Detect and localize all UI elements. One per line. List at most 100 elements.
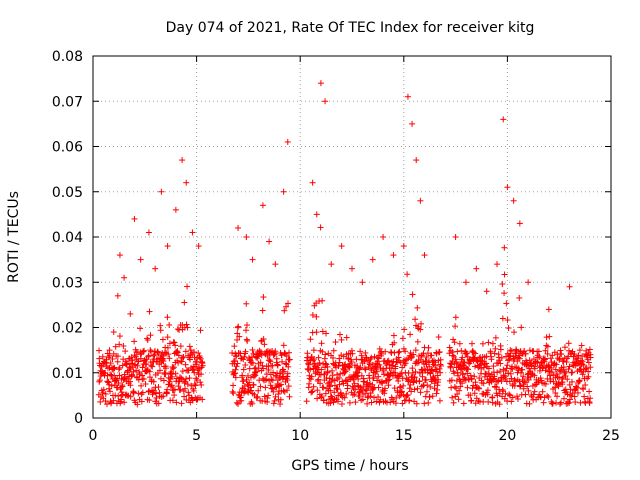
data-point <box>500 116 507 123</box>
data-point <box>501 271 508 278</box>
data-point <box>247 374 254 381</box>
data-point <box>315 354 322 361</box>
data-point <box>327 387 334 394</box>
data-point <box>106 388 113 395</box>
data-point <box>303 398 310 405</box>
data-point <box>436 348 443 355</box>
data-point <box>283 303 290 310</box>
data-point <box>286 393 293 400</box>
data-point <box>566 381 573 388</box>
data-point <box>179 354 186 361</box>
data-point <box>138 398 145 405</box>
data-point <box>512 353 519 360</box>
data-point <box>195 350 202 357</box>
data-point <box>368 399 375 406</box>
data-point <box>545 394 552 401</box>
data-point <box>146 368 153 375</box>
data-point <box>473 265 480 272</box>
data-point <box>280 374 287 381</box>
data-point <box>165 351 172 358</box>
data-point <box>314 395 321 402</box>
data-point <box>349 265 355 272</box>
data-point <box>396 393 403 400</box>
data-point <box>358 352 365 359</box>
data-point <box>549 352 556 359</box>
data-point <box>343 390 350 397</box>
data-point <box>199 396 206 403</box>
data-point <box>409 120 416 127</box>
data-point <box>371 394 378 401</box>
data-point <box>489 340 496 347</box>
x-tick-label: 5 <box>192 428 201 444</box>
data-points <box>95 80 594 408</box>
data-point <box>554 374 561 381</box>
y-tick-label: 0.04 <box>52 230 83 246</box>
data-point <box>370 385 377 392</box>
data-point <box>330 399 337 406</box>
data-point <box>179 157 186 164</box>
data-point <box>286 356 293 363</box>
data-point <box>191 381 198 388</box>
data-point <box>412 316 419 323</box>
data-point <box>451 383 458 390</box>
data-point <box>116 252 123 259</box>
data-point <box>155 384 162 391</box>
data-point <box>140 375 147 382</box>
data-point <box>454 348 461 355</box>
data-point <box>480 380 487 387</box>
data-point <box>340 380 347 387</box>
data-point <box>374 358 381 365</box>
data-point <box>501 290 508 297</box>
data-point <box>198 381 205 388</box>
data-point <box>172 370 179 377</box>
data-point <box>451 339 458 346</box>
data-point <box>122 348 129 355</box>
data-point <box>526 357 533 364</box>
data-point <box>244 337 251 344</box>
data-point <box>429 358 436 365</box>
data-point <box>484 387 491 394</box>
data-point <box>177 374 184 381</box>
data-point <box>197 379 204 386</box>
data-point <box>564 376 571 383</box>
data-point <box>191 369 198 376</box>
data-point <box>576 347 583 354</box>
data-point <box>329 372 336 379</box>
data-point <box>232 366 239 373</box>
data-point <box>405 378 412 385</box>
data-point <box>432 377 439 384</box>
data-point <box>568 378 575 385</box>
data-point <box>318 366 325 373</box>
data-point <box>587 395 594 402</box>
data-point <box>230 382 237 389</box>
data-point <box>561 370 568 377</box>
data-point <box>100 360 107 367</box>
data-point <box>525 279 532 286</box>
data-point <box>537 393 544 400</box>
data-point <box>121 274 128 281</box>
data-point <box>573 384 580 391</box>
data-point <box>361 365 368 372</box>
data-point <box>259 362 266 369</box>
data-point <box>404 271 411 278</box>
data-point <box>562 344 569 351</box>
data-point <box>585 373 592 380</box>
data-point <box>322 360 329 367</box>
data-point <box>277 396 284 403</box>
data-point <box>166 378 173 385</box>
data-point <box>363 387 370 394</box>
data-point <box>191 349 198 356</box>
data-point <box>142 380 149 387</box>
data-point <box>145 229 152 236</box>
data-point <box>341 369 348 376</box>
y-tick-label: 0.06 <box>52 140 83 156</box>
data-point <box>277 401 284 408</box>
data-point <box>331 389 338 396</box>
data-point <box>409 369 416 376</box>
data-point <box>107 360 114 367</box>
data-point <box>565 366 572 373</box>
data-point <box>111 372 118 379</box>
data-point <box>171 339 178 346</box>
data-point <box>329 367 336 374</box>
data-point <box>108 382 115 389</box>
